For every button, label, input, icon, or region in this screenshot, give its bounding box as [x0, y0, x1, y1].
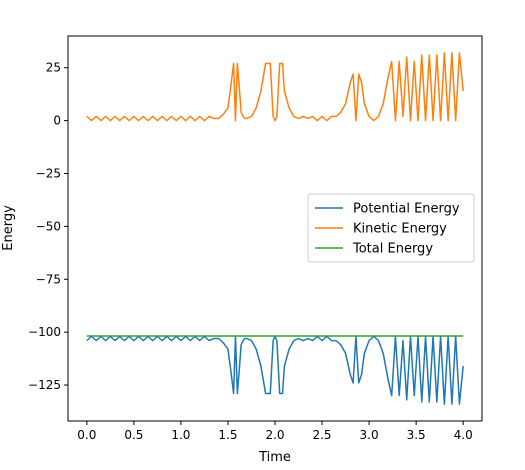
x-tick-label: 2.0: [265, 428, 284, 442]
legend: Potential Energy Kinetic Energy Total Ener…: [307, 193, 475, 263]
y-axis-ticks: 25 0 −25 −50 −75 −100 −125: [28, 61, 68, 392]
x-tick-label: 2.5: [312, 428, 331, 442]
y-tick-label: −100: [28, 325, 61, 339]
x-tick-label: 0.0: [77, 428, 96, 442]
series-line-potential-energy: [86, 335, 464, 405]
legend-entry-label: Kinetic Energy: [353, 222, 447, 237]
x-tick-label: 4.0: [454, 428, 473, 442]
y-tick-label: −25: [36, 167, 61, 181]
legend-box: [307, 193, 475, 263]
x-tick-label: 1.0: [171, 428, 190, 442]
series-line-kinetic-energy: [86, 52, 464, 122]
y-tick-label: −125: [28, 378, 61, 392]
y-tick-label: −75: [36, 272, 61, 286]
x-tick-label: 3.0: [360, 428, 379, 442]
series-layer: [86, 52, 464, 405]
x-axis-label: Time: [258, 450, 291, 465]
y-tick-label: −50: [36, 219, 61, 233]
y-tick-label: 0: [53, 114, 61, 128]
y-axis-label: Energy: [1, 205, 16, 251]
y-tick-label: 25: [46, 61, 61, 75]
legend-entry-label: Total Energy: [352, 242, 433, 257]
x-tick-label: 0.5: [124, 428, 143, 442]
x-tick-label: 1.5: [218, 428, 237, 442]
x-axis-ticks: 0.0 0.5 1.0 1.5 2.0 2.5 3.0 3.5 4.0: [77, 421, 473, 442]
x-tick-label: 3.5: [407, 428, 426, 442]
legend-entry-label: Potential Energy: [353, 202, 460, 217]
